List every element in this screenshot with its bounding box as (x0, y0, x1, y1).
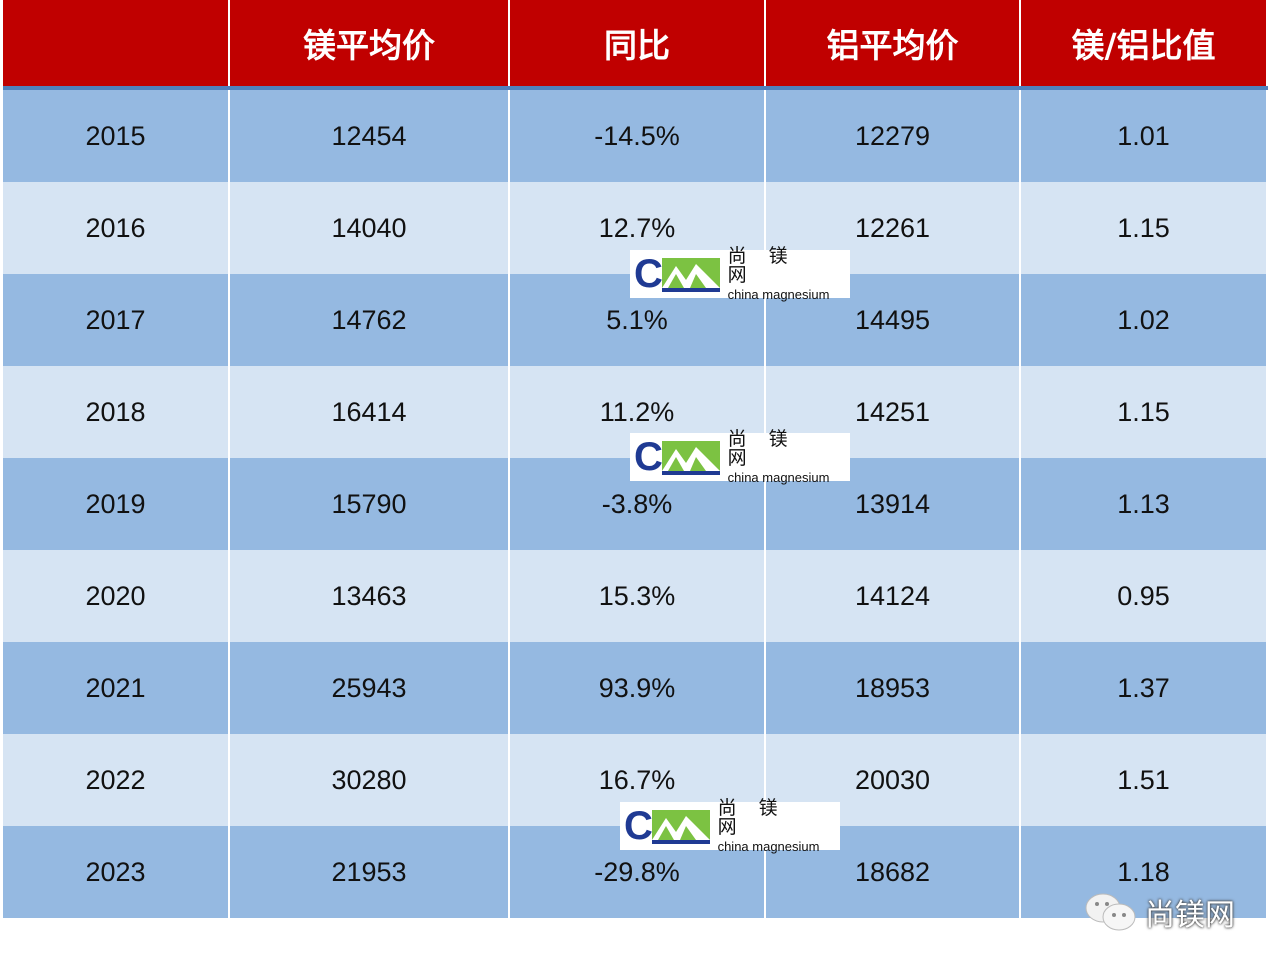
table-cell: 14762 (228, 274, 510, 366)
table-cell: 0.95 (1019, 550, 1268, 642)
cm-logo-icon: C (624, 806, 710, 846)
logo-letter: C (634, 252, 663, 296)
column-header: 铝平均价 (764, 0, 1021, 90)
table-cell: 25943 (228, 642, 510, 734)
table-cell: 18953 (764, 642, 1021, 734)
table-cell: 2023 (3, 826, 230, 918)
table-cell: 2019 (3, 458, 230, 550)
wechat-account-name: 尚镁网 (1145, 898, 1235, 933)
table-cell: 15790 (228, 458, 510, 550)
table-cell: 30280 (228, 734, 510, 826)
table-row: 2023 21953 -29.8% 18682 1.18 (3, 826, 1268, 918)
table-cell: 16414 (228, 366, 510, 458)
watermark-zh: 尚镁网 (727, 428, 810, 469)
logo-letter: C (624, 804, 653, 848)
table-cell: 2021 (3, 642, 230, 734)
table-row: 2020 13463 15.3% 14124 0.95 (3, 550, 1268, 642)
column-header: 镁/铝比值 (1019, 0, 1268, 90)
table-cell: -14.5% (508, 88, 766, 182)
table-cell: 15.3% (508, 550, 766, 642)
table-cell: 14040 (228, 182, 510, 274)
table-cell: 14124 (764, 550, 1021, 642)
table-row: 2018 16414 11.2% 14251 1.15 (3, 366, 1268, 458)
table-cell: 2018 (3, 366, 230, 458)
table-cell: 12261 (764, 182, 1021, 274)
watermark: C 尚镁网 china magnesium (620, 797, 840, 854)
table-cell: 1.37 (1019, 642, 1268, 734)
watermark-en: china magnesium (727, 287, 830, 302)
table-cell: 1.15 (1019, 366, 1268, 458)
watermark: C 尚镁网 china magnesium (630, 428, 850, 485)
table-cell: 13914 (764, 458, 1021, 550)
table-cell: 21953 (228, 826, 510, 918)
cm-logo-icon: C (634, 254, 720, 294)
table-cell: 12279 (764, 88, 1021, 182)
table-cell: 1.15 (1019, 182, 1268, 274)
table-cell: 1.01 (1019, 88, 1268, 182)
watermark-zh: 尚镁网 (727, 245, 810, 286)
column-header: 镁平均价 (228, 0, 510, 90)
wechat-icon (1085, 893, 1136, 931)
table-cell: 2022 (3, 734, 230, 826)
table-row: 2017 14762 5.1% 14495 1.02 (3, 274, 1268, 366)
watermark: C 尚镁网 china magnesium (630, 245, 850, 302)
table-cell: 14251 (764, 366, 1021, 458)
column-header (3, 0, 230, 90)
table-cell: 1.18 (1019, 826, 1268, 918)
table-cell: 1.13 (1019, 458, 1268, 550)
table-row: 2015 12454 -14.5% 12279 1.01 (3, 88, 1268, 182)
table-row: 2021 25943 93.9% 18953 1.37 (3, 642, 1268, 734)
table-cell: 2017 (3, 274, 230, 366)
table-cell: 13463 (228, 550, 510, 642)
watermark-en: china magnesium (717, 839, 820, 854)
watermark-en: china magnesium (727, 470, 830, 485)
header-row: 镁平均价 同比 铝平均价 镁/铝比值 (3, 0, 1268, 90)
watermark-zh: 尚镁网 (717, 797, 800, 838)
wechat-watermark: 尚镁网 (1085, 890, 1235, 934)
table-cell: 2015 (3, 88, 230, 182)
cm-logo-icon: C (634, 437, 720, 477)
table-cell: 1.02 (1019, 274, 1268, 366)
table-cell: 2020 (3, 550, 230, 642)
logo-letter: C (634, 435, 663, 479)
table-cell: 12454 (228, 88, 510, 182)
table-cell: 2016 (3, 182, 230, 274)
table-cell: 1.51 (1019, 734, 1268, 826)
column-header: 同比 (508, 0, 766, 90)
table-cell: 93.9% (508, 642, 766, 734)
